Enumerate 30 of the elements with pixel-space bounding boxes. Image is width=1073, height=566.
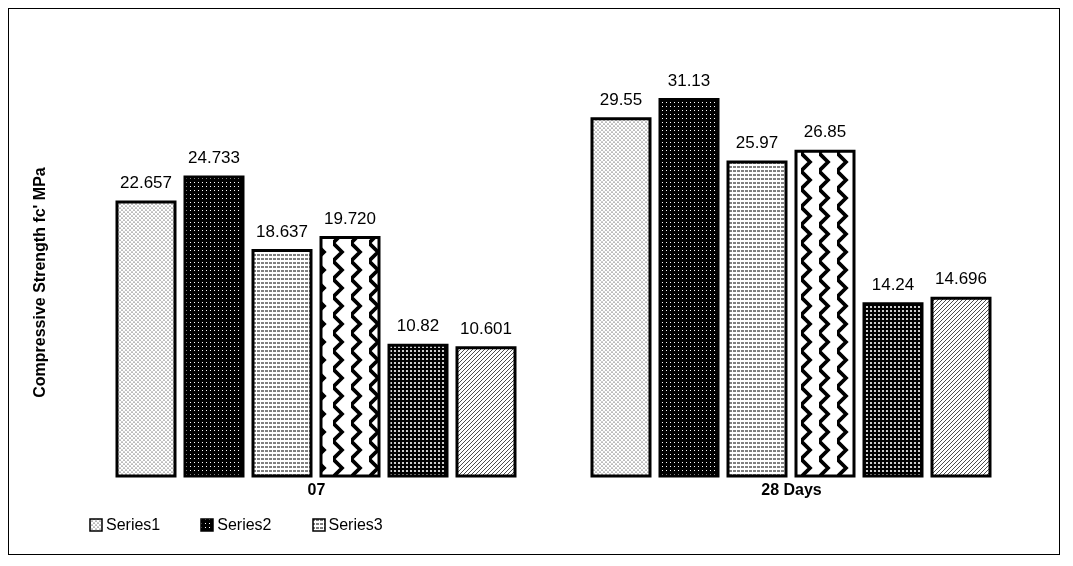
data-label: 18.637 <box>256 221 308 241</box>
legend-label: Series2 <box>217 516 272 534</box>
bar <box>726 160 788 478</box>
x-tick-label: 07 <box>307 481 326 499</box>
bar <box>115 200 177 478</box>
bar <box>455 346 517 478</box>
bar <box>862 302 924 478</box>
data-label: 31.13 <box>667 70 711 90</box>
bar <box>930 296 992 478</box>
data-label: 10.601 <box>460 318 512 338</box>
data-label: 22.657 <box>120 172 172 192</box>
bar <box>319 236 381 478</box>
data-label: 14.24 <box>871 274 915 294</box>
bar <box>794 149 856 478</box>
data-label: 10.82 <box>396 316 440 336</box>
x-tick-label: 28 Days <box>761 481 822 499</box>
legend-label: Series3 <box>328 516 383 534</box>
bar <box>183 175 245 478</box>
data-label: 25.97 <box>735 132 779 152</box>
bar <box>590 117 652 478</box>
legend-label: Series1 <box>106 516 161 534</box>
data-label: 26.85 <box>803 122 847 142</box>
data-label: 24.733 <box>188 147 240 167</box>
bar <box>387 343 449 478</box>
data-label: 29.55 <box>599 89 643 109</box>
data-label: 19.720 <box>324 208 376 228</box>
data-label: 14.696 <box>935 269 987 289</box>
y-axis-title: Compressive Strength fc' MPa <box>30 167 48 398</box>
bar <box>251 249 313 478</box>
bar <box>658 98 720 478</box>
